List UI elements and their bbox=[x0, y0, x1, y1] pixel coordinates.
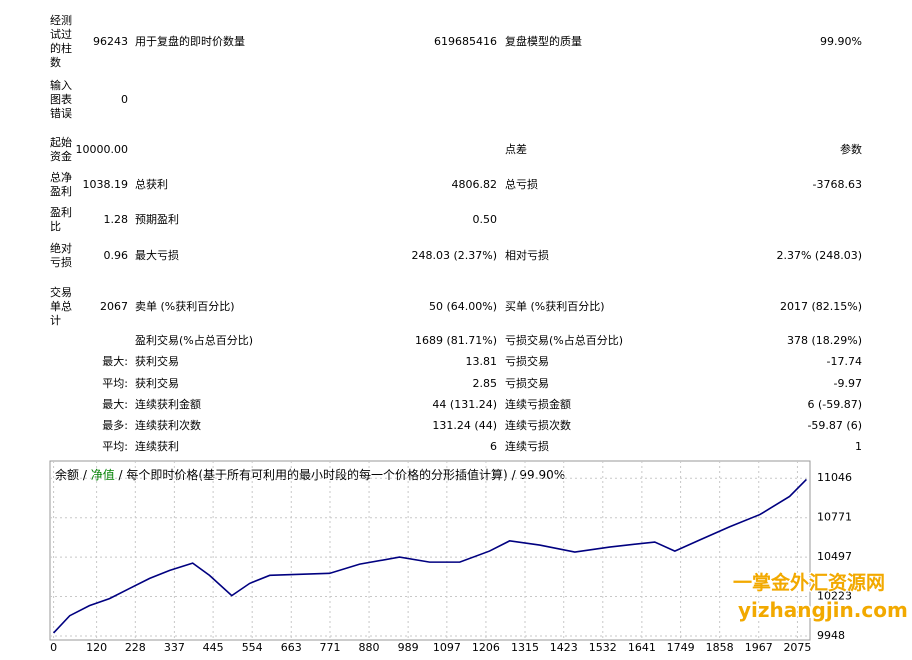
cell-value1: 6 bbox=[490, 440, 497, 453]
cell-value: 1038.19 bbox=[82, 178, 129, 191]
cell-value2: 参数 bbox=[840, 143, 862, 156]
cell-value1: 13.81 bbox=[465, 355, 498, 368]
x-tick-label: 228 bbox=[125, 641, 146, 654]
x-tick-label: 0 bbox=[50, 641, 57, 654]
cell-label: 总净盈利 bbox=[50, 171, 72, 198]
cell-item2: 亏损交易 bbox=[505, 355, 549, 368]
cell-group: 最大: bbox=[102, 398, 128, 411]
cell-item1: 卖单 (%获利百分比) bbox=[135, 300, 235, 313]
cell-item1: 盈利交易(%占总百分比) bbox=[135, 334, 254, 347]
x-tick-label: 771 bbox=[319, 641, 340, 654]
cell-value1: 4806.82 bbox=[451, 178, 498, 191]
x-tick-label: 1315 bbox=[511, 641, 539, 654]
cell-value1: 44 (131.24) bbox=[432, 398, 497, 411]
x-tick-label: 880 bbox=[359, 641, 380, 654]
y-tick-label: 10497 bbox=[817, 550, 852, 563]
watermark-name: 一掌金外汇资源网 bbox=[733, 572, 886, 594]
cell-item1: 最大亏损 bbox=[135, 249, 179, 262]
cell-label: 绝对亏损 bbox=[50, 242, 72, 269]
x-tick-label: 1206 bbox=[472, 641, 500, 654]
cell-item1: 预期盈利 bbox=[135, 213, 179, 226]
cell-value1: 619685416 bbox=[434, 35, 497, 48]
cell-item2: 相对亏损 bbox=[505, 249, 549, 262]
cell-item1: 连续获利 bbox=[135, 440, 179, 453]
cell-value1: 2.85 bbox=[472, 377, 498, 390]
cell-value2: 2.37% (248.03) bbox=[776, 249, 862, 262]
cell-item1: 获利交易 bbox=[135, 377, 179, 390]
cell-label: 交易单总计 bbox=[50, 286, 72, 327]
cell-value1: 131.24 (44) bbox=[432, 419, 497, 432]
balance-line bbox=[53, 478, 807, 634]
x-tick-label: 554 bbox=[242, 641, 263, 654]
cell-item1: 总获利 bbox=[135, 178, 168, 191]
x-tick-label: 663 bbox=[281, 641, 302, 654]
cell-value: 2067 bbox=[100, 300, 128, 313]
x-tick-label: 2075 bbox=[783, 641, 811, 654]
cell-item1: 连续获利次数 bbox=[135, 419, 201, 432]
cell-item2: 连续亏损金额 bbox=[505, 398, 571, 411]
cell-value: 96243 bbox=[93, 35, 128, 48]
cell-item2: 买单 (%获利百分比) bbox=[505, 300, 605, 313]
x-tick-label: 1641 bbox=[628, 641, 656, 654]
separator bbox=[115, 468, 127, 482]
x-tick-label: 337 bbox=[164, 641, 185, 654]
cell-value2: -3768.63 bbox=[812, 178, 862, 191]
cell-value: 1.28 bbox=[103, 213, 129, 226]
cell-group: 平均: bbox=[102, 377, 128, 390]
cell-label: 盈利比 bbox=[50, 206, 72, 233]
y-tick-label: 10223 bbox=[817, 589, 852, 602]
cell-item2: 总亏损 bbox=[505, 178, 538, 191]
x-tick-label: 1967 bbox=[745, 641, 773, 654]
cell-value2: 99.90% bbox=[820, 35, 862, 48]
y-tick-label: 11046 bbox=[817, 471, 852, 484]
cell-group: 最多: bbox=[102, 419, 128, 432]
cell-value1: 0.50 bbox=[472, 213, 498, 226]
cell-value1: 1689 (81.71%) bbox=[414, 334, 497, 347]
x-tick-label: 1097 bbox=[433, 641, 461, 654]
cell-group: 平均: bbox=[102, 440, 128, 453]
cell-item2: 亏损交易 bbox=[505, 377, 549, 390]
plot-frame bbox=[49, 460, 811, 641]
cell-value: 0.96 bbox=[103, 249, 129, 262]
x-tick-label: 1749 bbox=[667, 641, 695, 654]
cell-value2: 6 (-59.87) bbox=[807, 398, 862, 411]
x-tick-label: 1423 bbox=[550, 641, 578, 654]
cell-item2: 点差 bbox=[505, 143, 527, 156]
cell-item2: 连续亏损次数 bbox=[505, 419, 571, 432]
watermark-url: yizhangjin.com bbox=[738, 598, 908, 622]
cell-value2: -59.87 (6) bbox=[807, 419, 862, 432]
y-tick-label: 10771 bbox=[817, 511, 852, 524]
cell-label: 输入图表错误 bbox=[50, 79, 72, 120]
separator bbox=[79, 468, 91, 482]
cell-group: 最大: bbox=[102, 355, 128, 368]
x-tick-label: 989 bbox=[398, 641, 419, 654]
cell-value: 0 bbox=[121, 93, 128, 106]
cell-value1: 248.03 (2.37%) bbox=[411, 249, 497, 262]
cell-value2: -9.97 bbox=[833, 377, 862, 390]
cell-value2: -17.74 bbox=[826, 355, 862, 368]
cell-label: 起始资金 bbox=[50, 136, 72, 163]
cell-value: 10000.00 bbox=[75, 143, 129, 156]
x-tick-label: 445 bbox=[203, 641, 224, 654]
cell-value2: 378 (18.29%) bbox=[786, 334, 862, 347]
y-tick-label: 9948 bbox=[817, 629, 845, 642]
cell-item2: 连续亏损 bbox=[505, 440, 549, 453]
cell-item2: 亏损交易(%占总百分比) bbox=[505, 334, 624, 347]
separator bbox=[508, 468, 520, 482]
cell-item1: 连续获利金额 bbox=[135, 398, 201, 411]
cell-item1: 用于复盘的即时价数量 bbox=[135, 35, 245, 48]
x-tick-label: 120 bbox=[86, 641, 107, 654]
cell-value2: 2017 (82.15%) bbox=[779, 300, 862, 313]
cell-value2: 1 bbox=[855, 440, 862, 453]
cell-item1: 获利交易 bbox=[135, 355, 179, 368]
cell-label: 经测试过的柱数 bbox=[50, 14, 72, 69]
x-tick-label: 1532 bbox=[589, 641, 617, 654]
x-tick-label: 1858 bbox=[706, 641, 734, 654]
cell-item2: 复盘模型的质量 bbox=[505, 35, 582, 48]
cell-value1: 50 (64.00%) bbox=[428, 300, 497, 313]
